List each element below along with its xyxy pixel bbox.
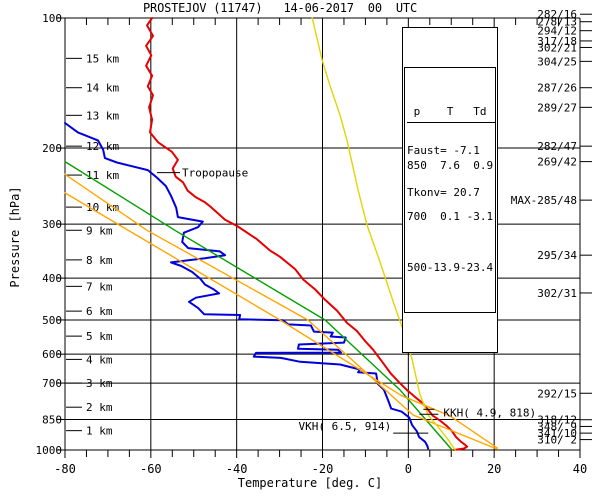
faust-index: Faust= -7.1 [407, 144, 480, 157]
temp-tick-label: 20 [487, 462, 501, 476]
levels-table-row-700: 700 0.1 -3.1 [407, 210, 494, 223]
wind-value-label: 302/21 [537, 41, 577, 54]
levels-table-row-850: 850 7.6 0.9 [407, 159, 494, 172]
pressure-tick-label: 850 [42, 414, 62, 427]
temp-tick-label: 0 [405, 462, 412, 476]
kkh-label: KKH( 4.9, 818) [443, 406, 536, 419]
x-axis-title: Temperature [deg. C] [238, 476, 383, 490]
temp-tick-label: -80 [54, 462, 76, 476]
wind-value-label: 295/34 [537, 249, 577, 262]
wind-value-label: 292/15 [537, 387, 577, 400]
parcel-orange-2-curve [64, 192, 498, 449]
tropopause-label: Tropopause [182, 167, 248, 180]
pressure-tick-label: 500 [42, 314, 62, 327]
height-tick-label: 11 km [86, 169, 119, 182]
wind-value-label: 310/ 2 [537, 434, 577, 447]
wind-value-label: 282/16 [537, 8, 577, 21]
wind-value-label: 304/25 [537, 55, 577, 68]
pressure-tick-label: 700 [42, 377, 62, 390]
height-tick-label: 8 km [86, 254, 113, 267]
wind-value-label: MAX-285/48 [511, 194, 577, 207]
levels-table: p T Td 850 7.6 0.9 700 0.1 -3.1 500-13.9… [404, 67, 496, 313]
temp-axis: -80 -60 -40 -20 0 20 40 Temperature [deg. C] [54, 18, 587, 490]
wind-value-label: 341/10 [537, 427, 577, 440]
vkh-label: VKH( 6.5, 914) [299, 420, 392, 433]
wind-value-label: 348/ 9 [537, 420, 577, 433]
wind-value-label: 317/18 [537, 35, 577, 48]
wind-value-label: 287/26 [537, 82, 577, 95]
pressure-axis: 100 200 300 400 500 600 700 850 1000 Pressure [hP… [8, 12, 65, 457]
height-tick-label: 9 km [86, 224, 113, 237]
height-tick-label: 3 km [86, 377, 113, 390]
pressure-tick-label: 200 [42, 142, 62, 155]
wind-value-label: 282/47 [537, 140, 577, 153]
levels-table-header: p T Td [407, 102, 495, 123]
pressure-tick-label: 300 [42, 218, 62, 231]
height-tick-label: 12 km [86, 140, 119, 153]
wind-value-label: 294/12 [537, 25, 577, 38]
pressure-tick-label: 600 [42, 348, 62, 361]
height-tick-label: 13 km [86, 109, 119, 122]
wind-value-label: 289/27 [537, 101, 577, 114]
wind-value-label: 302/31 [537, 287, 577, 300]
height-tick-label: 7 km [86, 280, 113, 293]
height-tick-label: 14 km [86, 82, 119, 95]
grid-layer [65, 18, 580, 450]
height-tick-label: 6 km [86, 305, 113, 318]
curves-layer [64, 17, 498, 451]
temp-tick-label: -60 [140, 462, 162, 476]
temp-tick-label: -20 [312, 462, 334, 476]
annotations-layer: Tropopause KKH( 4.9, 818) VKH( 6.5, 914) [157, 167, 536, 434]
wind-value-label: 269/42 [537, 156, 577, 169]
convective-indices: Faust= -7.1 Tkonv= 20.7 [407, 116, 480, 228]
parcel-orange-1-curve [64, 173, 498, 450]
pressure-tick-label: 1000 [36, 444, 63, 457]
levels-info-box: p T Td 850 7.6 0.9 700 0.1 -3.1 500-13.9… [402, 27, 498, 353]
height-tick-label: 4 km [86, 353, 113, 366]
y-axis-title: Pressure [hPa] [8, 186, 22, 287]
height-tick-label: 1 km [86, 425, 113, 438]
height-tick-label: 15 km [86, 52, 119, 65]
temp-tick-label: -40 [226, 462, 248, 476]
adiabat-yellow-curve [311, 17, 456, 451]
temp-tick-label: 40 [573, 462, 587, 476]
parcel-green-curve [64, 160, 453, 451]
wind-value-label: 278/13 [537, 16, 577, 29]
levels-table-row-500: 500-13.9-23.4 [407, 261, 494, 274]
height-tick-label: 2 km [86, 401, 113, 414]
pressure-tick-label: 100 [42, 12, 62, 25]
tkonv-index: Tkonv= 20.7 [407, 186, 480, 199]
height-tick-label: 5 km [86, 330, 113, 343]
temperature-curve [145, 17, 469, 451]
pressure-tick-label: 400 [42, 272, 62, 285]
chart-title: PROSTEJOV (11747) 14-06-2017 00 UTC [143, 1, 417, 15]
wind-value-label: 318/12 [537, 414, 577, 427]
